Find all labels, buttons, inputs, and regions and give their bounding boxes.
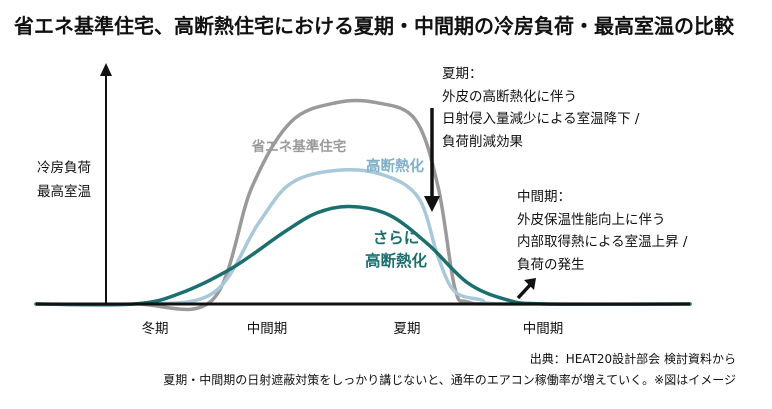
source-credit: 出典：HEAT20設計部会 検討資料から [529,352,736,366]
midseason-note-line: 外皮保温性能向上に伴う [517,211,666,228]
midseason-arrow [516,278,536,300]
summer-note-line: 負荷削減効果 [442,133,523,150]
summer-note: 夏期： 外皮の高断熱化に伴う 日射侵入量減少による室温降下 / 負荷削減効果 [442,63,639,153]
x-tick-label: 中間期 [247,321,288,337]
y-axis-label: 冷房負荷 最高室温 [37,156,91,204]
series-label-sarani: さらに [373,229,420,247]
series-line-kodannetsu [34,168,692,307]
caption: 夏期・中間期の日射遮蔽対策をしっかり講じないと、通年のエアコン稼働率が増えていく… [163,373,736,387]
midseason-note-line: 中間期： [517,189,571,205]
midseason-note: 中間期： 外皮保温性能向上に伴う 内部取得熱による室温上昇 / 負荷の発生 [517,186,687,276]
midseason-note-line: 内部取得熱による室温上昇 / [517,234,688,250]
summer-note-line: 夏期： [442,66,483,82]
x-tick-label: 夏期 [394,321,421,337]
x-tick-label: 冬期 [142,321,169,337]
midseason-note-line: 負荷の発生 [517,256,585,273]
y-axis-label-line-1: 冷房負荷 [37,160,91,176]
series-line-sarani [34,204,692,307]
series-label-sarani: 高断熱化 [365,251,428,270]
summer-note-line: 日射侵入量減少による室温降下 / [442,111,640,127]
x-tick-label: 中間期 [523,321,564,337]
chart-title: 省エネ基準住宅、高断熱住宅における夏期・中間期の冷房負荷・最高室温の比較 [14,14,734,38]
series-label-shoene: 省エネ基準住宅 [251,138,347,155]
y-axis-label-line-2: 最高室温 [37,184,91,200]
summer-note-line: 外皮の高断熱化に伴う [442,88,577,105]
y-axis-arrowhead [100,63,112,76]
summer-arrow [424,108,440,212]
series-label-kodannetsu: 高断熱化 [366,157,424,175]
